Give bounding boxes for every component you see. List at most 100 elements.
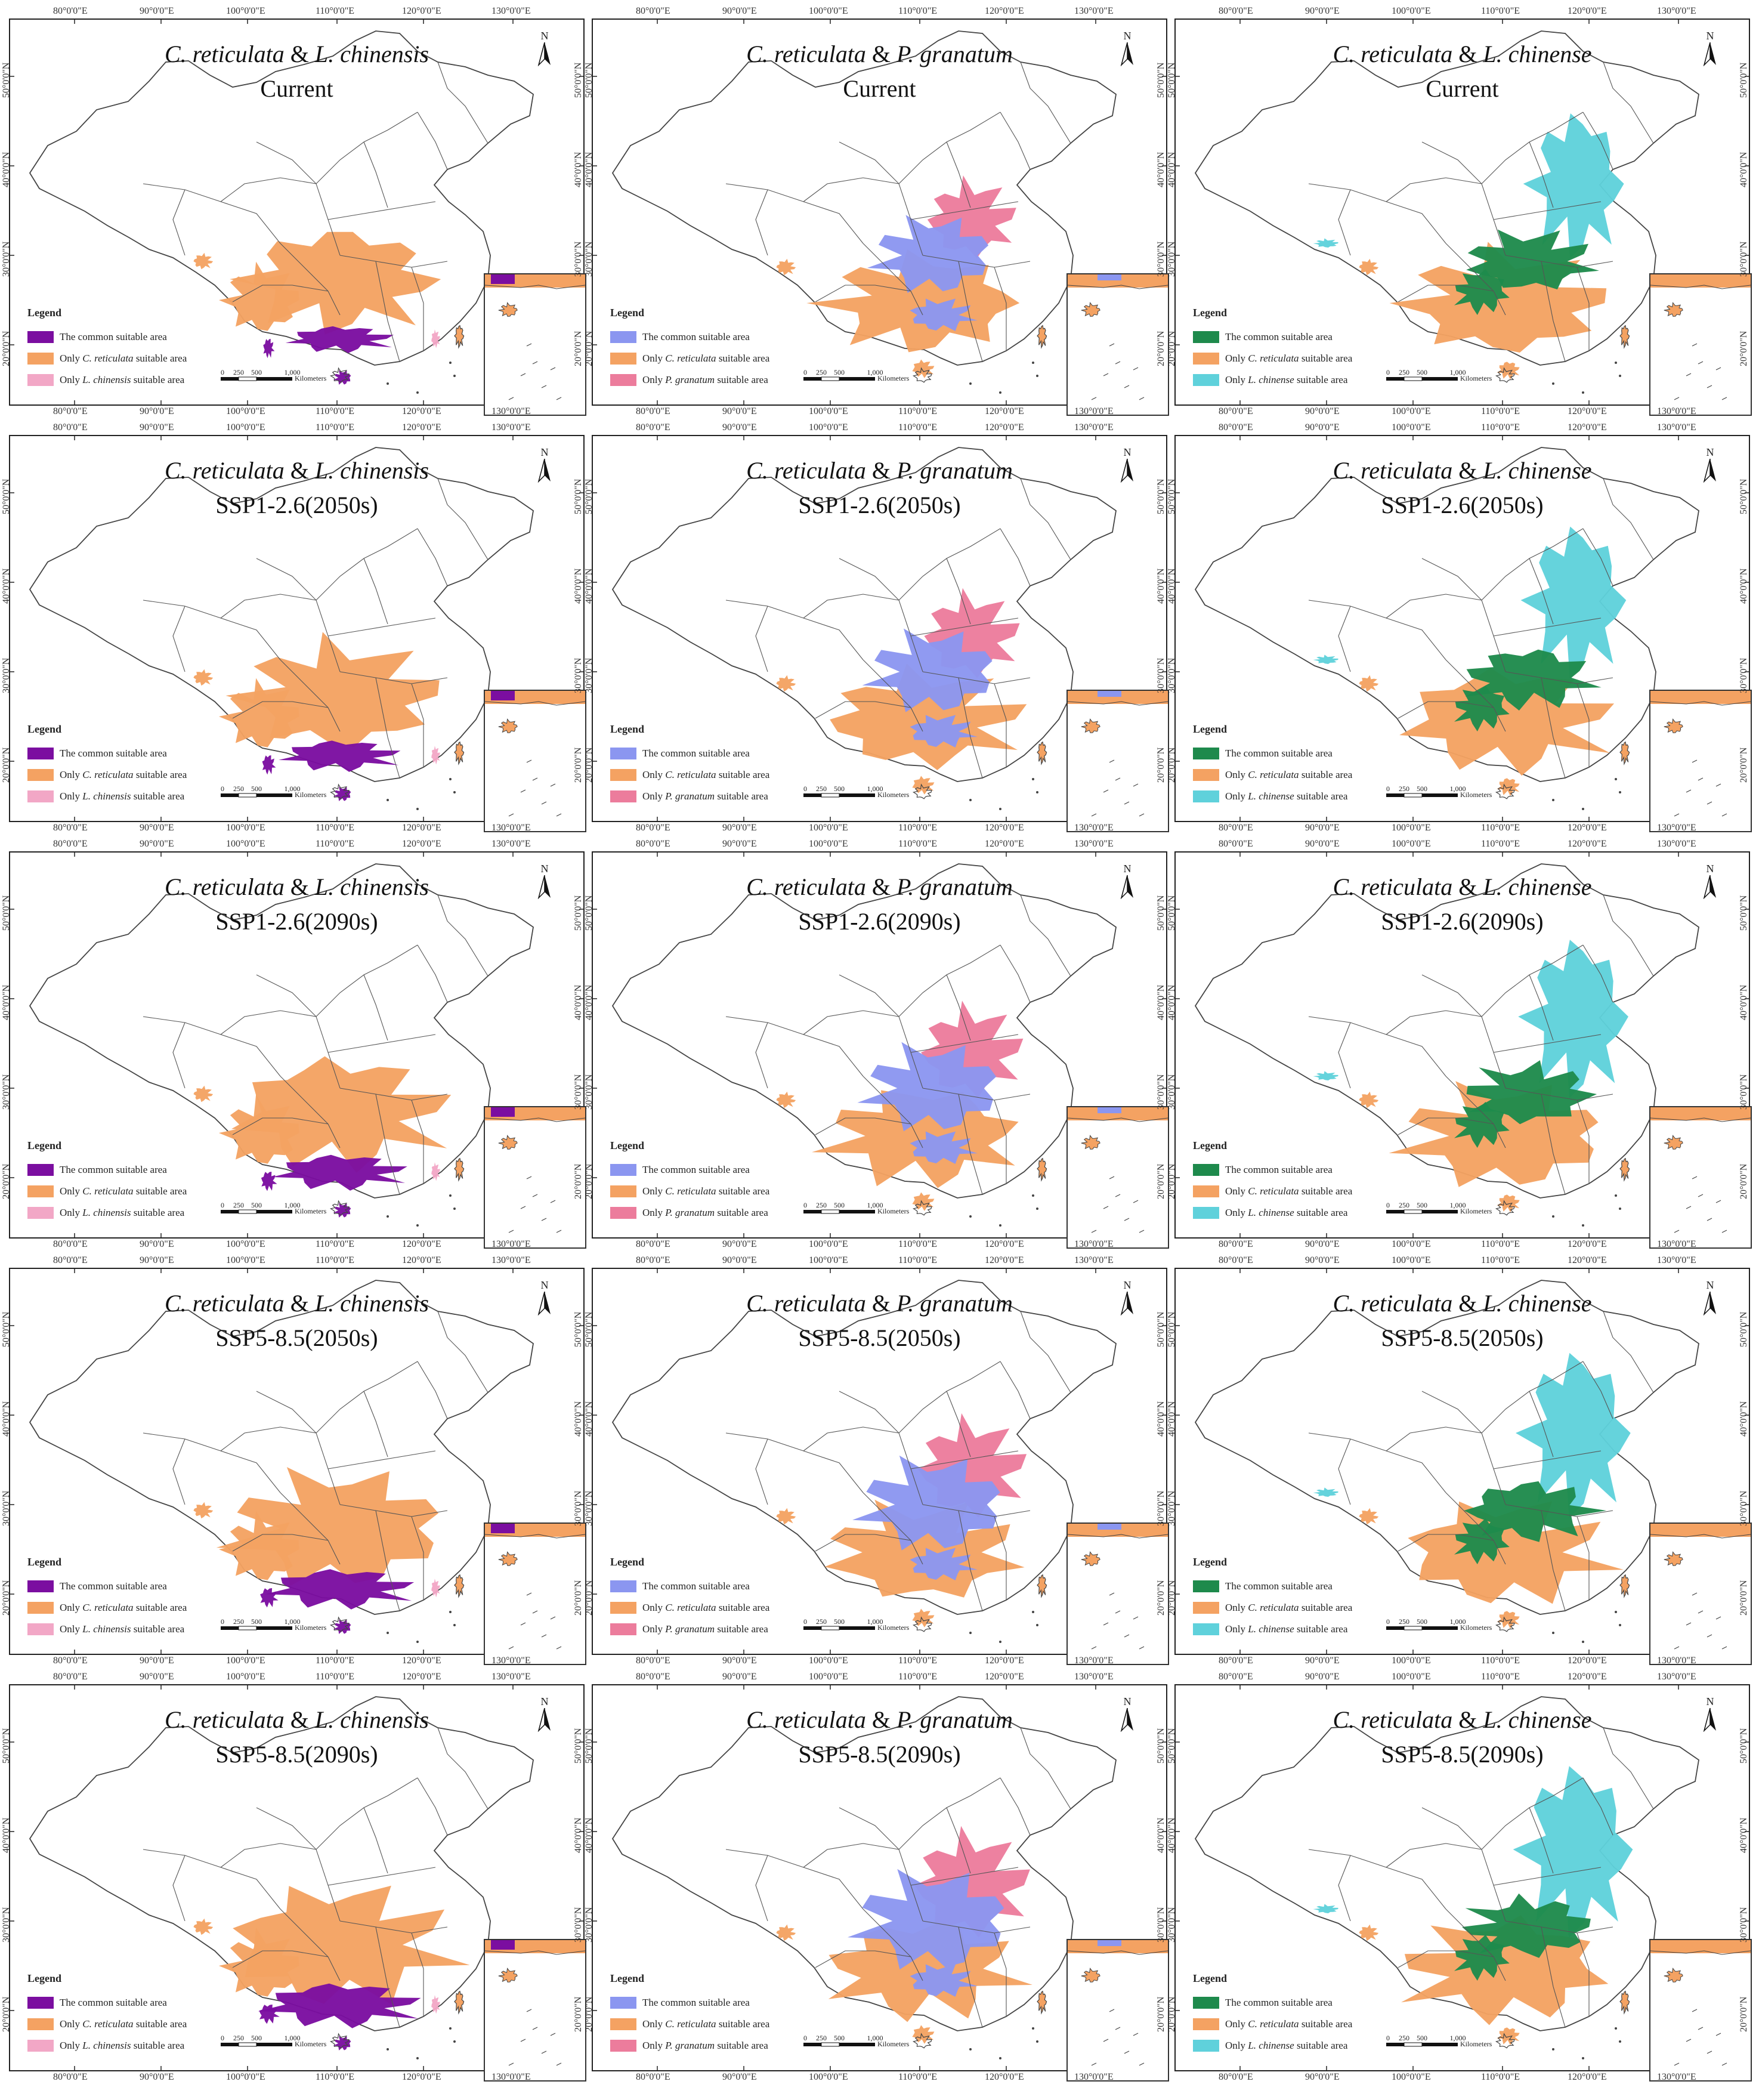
south-china-sea-inset bbox=[1066, 1106, 1169, 1249]
legend-swatch bbox=[1193, 2018, 1219, 2030]
longitude-label: 120°0'0"E bbox=[402, 839, 441, 849]
scale-unit: Kilometers bbox=[1460, 374, 1492, 382]
longitude-label: 130°0'0"E bbox=[491, 406, 531, 416]
longitude-label: 90°0'0"E bbox=[1305, 1239, 1340, 1249]
latitude-label: 20°0'0"N bbox=[584, 1996, 594, 2032]
area-common bbox=[259, 2005, 280, 2024]
longitude-label: 100°0'0"E bbox=[226, 422, 265, 433]
scale-tick: 0 bbox=[1386, 1618, 1390, 1626]
longitude-label: 90°0'0"E bbox=[722, 823, 757, 833]
latitude-label: 40°0'0"N bbox=[1739, 568, 1749, 604]
scale-tick: 0 bbox=[803, 1618, 807, 1626]
south-china-sea-inset bbox=[484, 273, 586, 416]
latitude-label: 30°0'0"N bbox=[1, 241, 11, 277]
species-b-name: L. chinense bbox=[1483, 457, 1592, 484]
area-only-a bbox=[1497, 362, 1520, 379]
longitude-label: 130°0'0"E bbox=[491, 6, 531, 16]
period-label: Current bbox=[260, 75, 333, 102]
area-only-a bbox=[218, 1511, 299, 1580]
species-b-name: P. granatum bbox=[896, 457, 1013, 484]
longitude-label: 90°0'0"E bbox=[140, 406, 174, 416]
species-b-name: L. chinensis bbox=[314, 457, 429, 484]
latitude-label: 40°0'0"N bbox=[1167, 984, 1177, 1020]
scale-tick: 1,000 bbox=[867, 369, 883, 376]
area-only-b bbox=[1313, 238, 1338, 248]
legend-swatch bbox=[610, 1164, 636, 1176]
area-only-b bbox=[1313, 1904, 1338, 1913]
legend-text: Only C. reticulata suitable area bbox=[1225, 768, 1352, 782]
longitude-label: 100°0'0"E bbox=[809, 406, 848, 416]
map-legend: Legend The common suitable area Only C. re… bbox=[27, 722, 187, 807]
longitude-label: 100°0'0"E bbox=[226, 1656, 265, 1666]
longitude-label: 90°0'0"E bbox=[1305, 839, 1340, 849]
scale-bar: 0 250 500 1,000 Kilometers bbox=[803, 1201, 947, 1222]
legend-title: Legend bbox=[27, 1972, 62, 1984]
area-only-a bbox=[1359, 1924, 1379, 1941]
longitude-label: 120°0'0"E bbox=[985, 6, 1024, 16]
legend-text-part: C. reticulata bbox=[82, 353, 134, 364]
longitude-label: 110°0'0"E bbox=[898, 422, 937, 433]
legend-item-only-a: Only C. reticulata suitable area bbox=[27, 2013, 187, 2035]
scale-tick: 1,000 bbox=[285, 1618, 301, 1626]
legend-text: The common suitable area bbox=[1225, 331, 1333, 344]
legend-title: Legend bbox=[27, 307, 62, 319]
legend-item-only-b: Only L. chinensis suitable area bbox=[27, 786, 187, 807]
longitude-label: 110°0'0"E bbox=[1481, 839, 1520, 849]
species-b-name: P. granatum bbox=[896, 41, 1013, 67]
longitude-label: 120°0'0"E bbox=[402, 6, 441, 16]
longitude-label: 100°0'0"E bbox=[226, 1672, 265, 1682]
legend-text-part: Only bbox=[642, 374, 663, 385]
longitude-label: 80°0'0"E bbox=[53, 1672, 88, 1682]
panel-title: C. reticulata & L. chinense bbox=[1171, 41, 1753, 68]
south-china-sea-inset bbox=[1066, 273, 1169, 416]
area-common bbox=[279, 740, 401, 772]
longitude-label: 100°0'0"E bbox=[809, 1656, 848, 1666]
legend-item-only-b: Only L. chinensis suitable area bbox=[27, 369, 187, 391]
longitude-label: 120°0'0"E bbox=[1568, 1672, 1607, 1682]
legend-text-part: L. chinensis bbox=[82, 790, 131, 802]
longitude-label: 130°0'0"E bbox=[491, 1239, 531, 1249]
longitude-label: 120°0'0"E bbox=[402, 823, 441, 833]
south-china-sea-inset bbox=[484, 1106, 586, 1249]
longitude-label: 130°0'0"E bbox=[1657, 1255, 1696, 1265]
longitude-label: 90°0'0"E bbox=[1305, 406, 1340, 416]
legend-item-common: The common suitable area bbox=[27, 1992, 187, 2013]
suitable-area-layers bbox=[776, 588, 1027, 795]
legend-text-part: Only bbox=[60, 1602, 80, 1613]
legend-text: The common suitable area bbox=[60, 1996, 167, 2009]
longitude-label: 110°0'0"E bbox=[1481, 1656, 1520, 1666]
latitude-label: 40°0'0"N bbox=[573, 984, 583, 1020]
latitude-label: 30°0'0"N bbox=[1, 1907, 11, 1942]
scale-unit: Kilometers bbox=[295, 1207, 327, 1215]
legend-text: The common suitable area bbox=[642, 747, 750, 760]
suitable-area-layers bbox=[776, 175, 1020, 378]
north-label: N bbox=[1123, 446, 1132, 458]
latitude-label: 20°0'0"N bbox=[1, 1996, 11, 2032]
scale-tick: 250 bbox=[1399, 2034, 1409, 2042]
species-b-name: L. chinense bbox=[1483, 41, 1592, 67]
scale-tick: 1,000 bbox=[285, 1202, 301, 1209]
legend-swatch bbox=[27, 1185, 54, 1197]
species-b-name: P. granatum bbox=[896, 1290, 1013, 1317]
legend-text-part: Only bbox=[1225, 1623, 1245, 1635]
ampersand: & bbox=[871, 1290, 891, 1317]
legend-item-common: The common suitable area bbox=[610, 1576, 769, 1597]
map-legend: Legend The common suitable area Only C. re… bbox=[610, 1555, 769, 1640]
legend-text-part: Only bbox=[642, 1207, 663, 1218]
scale-tick: 0 bbox=[221, 2034, 224, 2042]
legend-text-part: suitable area bbox=[1301, 1602, 1353, 1613]
north-label: N bbox=[540, 446, 549, 458]
area-only-b bbox=[431, 329, 440, 348]
legend-swatch bbox=[27, 1602, 54, 1614]
longitude-label: 100°0'0"E bbox=[1392, 6, 1431, 16]
legend-text-part: Only bbox=[60, 769, 80, 780]
longitude-label: 90°0'0"E bbox=[140, 1255, 174, 1265]
longitude-label: 110°0'0"E bbox=[316, 422, 354, 433]
north-label: N bbox=[1706, 1279, 1714, 1291]
latitude-label: 20°0'0"N bbox=[584, 747, 594, 783]
ampersand: & bbox=[1458, 1706, 1477, 1733]
legend-text-part: The common suitable area bbox=[1225, 331, 1333, 342]
latitude-label: 30°0'0"N bbox=[1156, 1074, 1166, 1110]
legend-text-part: suitable area bbox=[135, 2018, 187, 2030]
longitude-label: 110°0'0"E bbox=[316, 406, 354, 416]
